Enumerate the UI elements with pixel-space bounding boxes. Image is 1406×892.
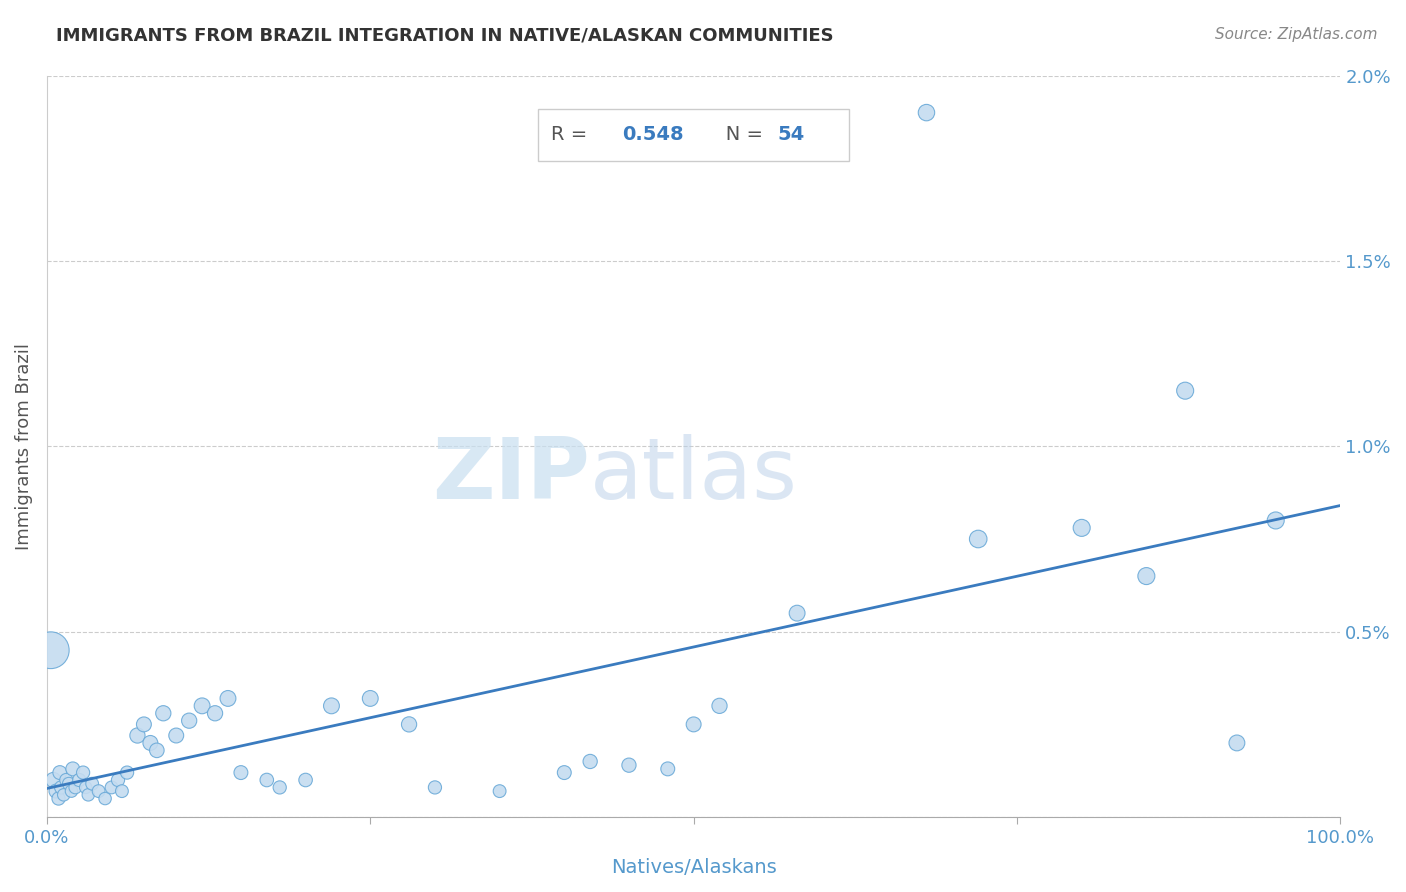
- Point: [191, 698, 214, 713]
- Point: [229, 765, 252, 780]
- Point: [579, 755, 602, 769]
- Text: 0.548: 0.548: [623, 126, 685, 145]
- Point: [82, 777, 104, 791]
- Y-axis label: Immigrants from Brazil: Immigrants from Brazil: [15, 343, 32, 549]
- Point: [107, 772, 129, 787]
- Point: [115, 765, 138, 780]
- Point: [49, 780, 72, 795]
- Point: [111, 784, 134, 798]
- Point: [55, 772, 77, 787]
- Point: [52, 788, 75, 802]
- Text: N =: N =: [707, 126, 769, 145]
- Point: [321, 698, 343, 713]
- Point: [42, 772, 65, 787]
- Point: [488, 784, 510, 798]
- Point: [1174, 384, 1197, 398]
- Point: [786, 606, 808, 620]
- Point: [127, 729, 149, 743]
- Point: [62, 762, 84, 776]
- Point: [146, 743, 169, 757]
- Point: [359, 691, 381, 706]
- Point: [217, 691, 239, 706]
- Point: [49, 765, 72, 780]
- Point: [45, 784, 67, 798]
- Text: R =: R =: [551, 126, 593, 145]
- Text: Source: ZipAtlas.com: Source: ZipAtlas.com: [1215, 27, 1378, 42]
- Point: [179, 714, 201, 728]
- Point: [1135, 569, 1157, 583]
- Text: ZIP: ZIP: [433, 434, 591, 517]
- Point: [100, 780, 122, 795]
- Text: 54: 54: [778, 126, 806, 145]
- Point: [165, 729, 187, 743]
- Point: [1226, 736, 1249, 750]
- Point: [617, 758, 640, 772]
- Point: [423, 780, 446, 795]
- Point: [75, 780, 97, 795]
- Point: [48, 791, 70, 805]
- Point: [39, 643, 62, 657]
- Point: [94, 791, 117, 805]
- Point: [553, 765, 575, 780]
- Text: atlas: atlas: [591, 434, 799, 517]
- Point: [58, 777, 80, 791]
- Point: [139, 736, 162, 750]
- Point: [67, 772, 90, 787]
- Point: [204, 706, 226, 721]
- Point: [60, 784, 83, 798]
- Point: [132, 717, 155, 731]
- Point: [915, 105, 938, 120]
- Point: [398, 717, 420, 731]
- Point: [657, 762, 679, 776]
- Point: [65, 780, 87, 795]
- Point: [967, 532, 990, 546]
- Point: [72, 765, 94, 780]
- Point: [77, 788, 100, 802]
- Point: [1070, 521, 1092, 535]
- Point: [256, 772, 278, 787]
- Point: [87, 784, 110, 798]
- Point: [1264, 513, 1286, 527]
- Point: [269, 780, 291, 795]
- X-axis label: Natives/Alaskans: Natives/Alaskans: [610, 858, 776, 877]
- Point: [294, 772, 316, 787]
- Point: [682, 717, 704, 731]
- FancyBboxPatch shape: [538, 109, 849, 161]
- Text: IMMIGRANTS FROM BRAZIL INTEGRATION IN NATIVE/ALASKAN COMMUNITIES: IMMIGRANTS FROM BRAZIL INTEGRATION IN NA…: [56, 27, 834, 45]
- Point: [152, 706, 174, 721]
- Point: [709, 698, 731, 713]
